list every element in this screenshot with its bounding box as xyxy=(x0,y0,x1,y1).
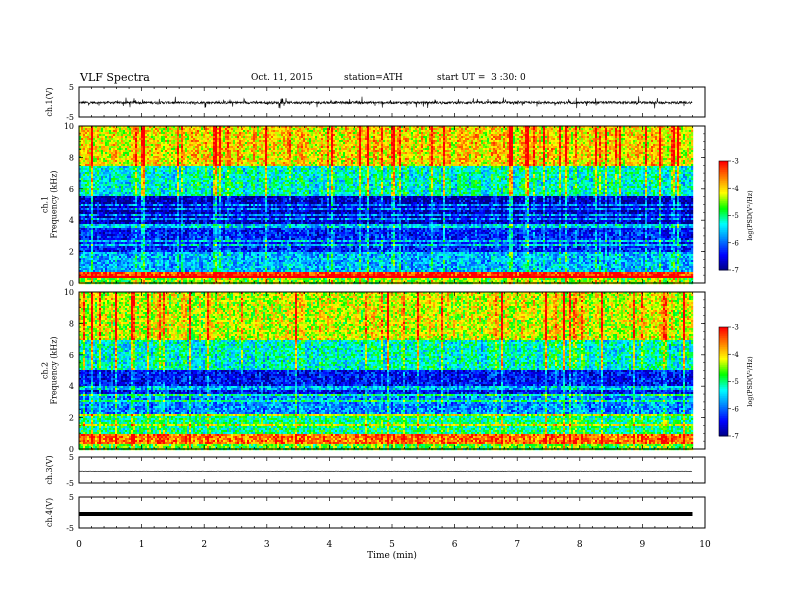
colorbar-tick-label: -5 xyxy=(732,212,739,220)
x-tick-label: 5 xyxy=(389,540,395,550)
colorbar-tick-label: -4 xyxy=(732,185,739,193)
colorbar-1: -3 -4 -5 -6 -7 log(PSD(V²/Hz) xyxy=(719,158,754,275)
colorbar-label: log(PSD(V²/Hz) xyxy=(746,190,754,241)
y-tick-label: -5 xyxy=(66,524,74,533)
x-tick-label: 2 xyxy=(201,540,207,550)
y-tick-label: 6 xyxy=(69,351,74,360)
x-tick-label: 6 xyxy=(452,540,458,550)
x-tick-label: 7 xyxy=(514,540,520,550)
y-tick-label: -5 xyxy=(66,479,74,488)
x-tick-label: 10 xyxy=(699,540,711,550)
colorbar-label: log(PSD(V²/Hz) xyxy=(746,356,754,407)
x-tick-label: 0 xyxy=(76,540,82,550)
y-tick-label: 8 xyxy=(69,153,74,162)
y-tick-label: -5 xyxy=(66,113,74,122)
y-axis-label: ch.4(V) xyxy=(45,498,54,527)
y-tick-label: 5 xyxy=(69,83,74,92)
vlf-spectra-figure: 5 -5 ch.1(V) -3 -4 -5 -6 -7 log(PSD(V²/Hz) 0 2 4 6 8 1… xyxy=(0,0,792,612)
y-tick-label: 0 xyxy=(69,279,74,288)
colorbar-tick-label: -5 xyxy=(732,378,739,386)
y-tick-label: 6 xyxy=(69,185,74,194)
y-tick-label: 4 xyxy=(69,382,74,391)
spectrogram-1 xyxy=(79,126,693,284)
y-axis-label: Frequency (kHz) xyxy=(50,336,59,404)
y-tick-label: 4 xyxy=(69,216,74,225)
y-axis-label: ch.2 xyxy=(41,362,50,379)
colorbar-tick-label: -7 xyxy=(732,433,739,441)
colorbar-tick-label: -6 xyxy=(732,239,739,247)
y-axis-label: ch.1 xyxy=(41,196,50,213)
colorbar-tick-label: -4 xyxy=(732,351,739,359)
colorbar-tick-label: -3 xyxy=(732,324,739,332)
x-axis-label: Time (min) xyxy=(367,550,417,561)
y-tick-label: 10 xyxy=(64,288,74,297)
colorbar-tick-label: -6 xyxy=(732,405,739,413)
y-axis-label: Frequency (kHz) xyxy=(50,170,59,238)
waveform-0 xyxy=(79,96,692,108)
y-tick-label: 2 xyxy=(69,248,74,257)
y-tick-label: 8 xyxy=(69,319,74,328)
y-tick-label: 5 xyxy=(69,453,74,462)
x-tick-label: 9 xyxy=(640,540,646,550)
x-tick-label: 1 xyxy=(139,540,145,550)
x-axis: 0 1 2 3 4 5 6 7 8 9 10 Time (min) xyxy=(76,540,711,561)
colorbar-tick-label: -3 xyxy=(732,158,739,166)
panel-frame-3: 5 -5 ch.3(V) xyxy=(45,453,705,488)
y-tick-label: 5 xyxy=(69,493,74,502)
x-tick-label: 4 xyxy=(327,540,333,550)
y-axis-label: ch.3(V) xyxy=(45,455,54,484)
waveform-trace xyxy=(79,96,692,108)
colorbar-tick-label: -7 xyxy=(732,267,739,275)
spectrogram-2 xyxy=(79,292,693,450)
x-tick-label: 3 xyxy=(264,540,270,550)
x-tick-label: 8 xyxy=(577,540,583,550)
y-tick-label: 10 xyxy=(64,122,74,131)
y-tick-label: 2 xyxy=(69,414,74,423)
y-axis-label: ch.1(V) xyxy=(45,87,54,116)
colorbar-2: -3 -4 -5 -6 -7 log(PSD(V²/Hz) xyxy=(719,324,754,441)
